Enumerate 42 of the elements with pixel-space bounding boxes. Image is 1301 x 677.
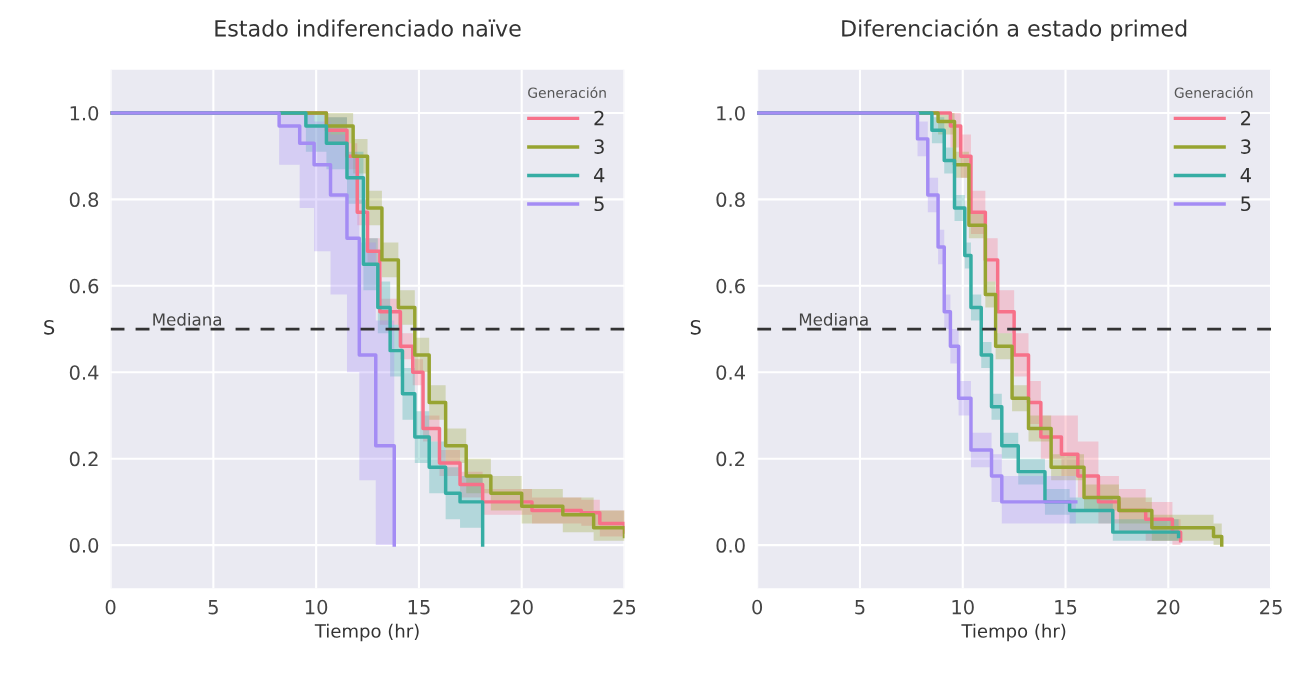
x-tick-label: 5 [855, 600, 865, 615]
x-tick-label: 0 [752, 599, 763, 615]
x-tick-label: 0 [105, 599, 116, 615]
y-tick-label: 0.4 [716, 365, 745, 380]
x-tick-label: 10 [952, 599, 974, 615]
x-tick-label: 15 [408, 600, 430, 615]
legend-title: Generación [1174, 86, 1253, 98]
y-tick-label: 0.6 [69, 278, 99, 294]
x-tick-label: 10 [305, 599, 328, 615]
legend-label: 2 [594, 110, 604, 126]
y-axis-title: S [690, 319, 701, 335]
legend-label: 3 [1241, 139, 1251, 154]
x-tick-label: 20 [510, 599, 533, 615]
ref-line-label: Mediana [799, 312, 868, 326]
y-tick-label: 0.8 [716, 192, 745, 208]
x-tick-label: 20 [1157, 599, 1180, 615]
ref-line-label: Mediana [153, 312, 222, 326]
legend-label: 3 [594, 139, 604, 154]
y-tick-label: 0.6 [716, 278, 745, 294]
x-tick-label: 25 [613, 599, 636, 615]
chart-title: Estado indiferenciado naïve [215, 19, 521, 37]
x-tick-label: 25 [1260, 599, 1282, 615]
x-axis-title: Tiempo (hr) [961, 623, 1066, 642]
y-tick-label: 0.2 [716, 451, 745, 467]
y-axis-title: S [44, 319, 55, 335]
y-tick-label: 1.0 [70, 105, 99, 121]
x-tick-label: 5 [208, 600, 218, 615]
y-tick-label: 0.8 [69, 192, 99, 208]
legend-label: 5 [594, 196, 604, 212]
y-tick-label: 1.0 [717, 105, 745, 121]
legend-label: 5 [1241, 196, 1251, 212]
legend-label: 4 [593, 168, 605, 183]
legend-label: 2 [1241, 110, 1251, 126]
y-tick-label: 0.0 [69, 538, 99, 553]
legend-title: Generación [528, 86, 606, 98]
legend-label: 4 [1240, 168, 1251, 183]
x-tick-label: 15 [1055, 600, 1077, 615]
x-axis-title: Tiempo (hr) [314, 623, 419, 642]
chart-title: Diferenciación a estado primed [842, 18, 1187, 42]
y-tick-label: 0.2 [69, 451, 98, 467]
y-tick-label: 0.4 [69, 365, 99, 380]
y-tick-label: 0.0 [716, 538, 745, 553]
